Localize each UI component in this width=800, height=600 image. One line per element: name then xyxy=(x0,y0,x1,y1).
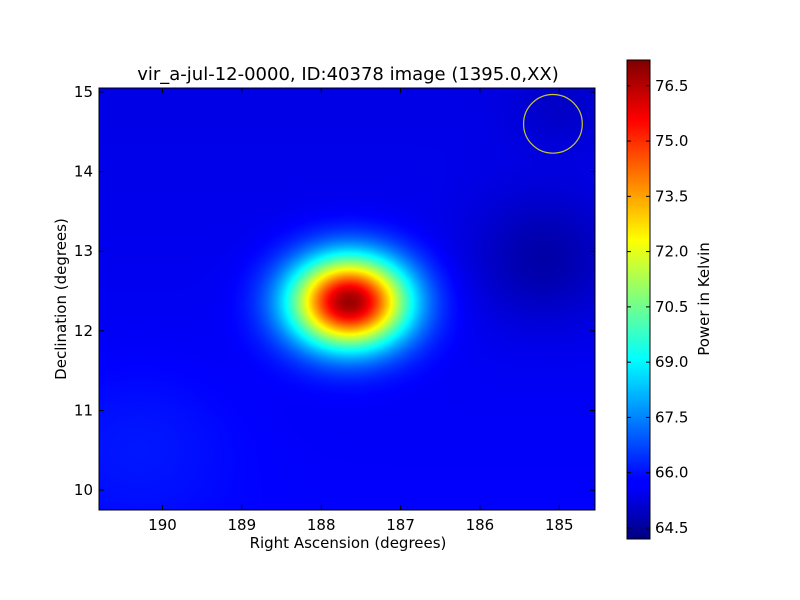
x-tick-label: 189 xyxy=(228,516,257,534)
colorbar-gradient xyxy=(627,60,650,539)
x-tick-label: 190 xyxy=(148,516,177,534)
colorbar-tick-label: 64.5 xyxy=(655,519,688,537)
x-axis: 190 189 188 187 186 185 xyxy=(148,88,574,534)
colorbar-label: Power in Kelvin xyxy=(695,242,713,356)
heatmap-image xyxy=(99,88,595,510)
y-tick-label: 11 xyxy=(74,401,93,419)
colorbar: 64.5 66.0 67.5 69.0 70.5 72.0 73.5 75.0 76.5 Pow… xyxy=(626,59,713,540)
colorbar-tick-label: 66.0 xyxy=(655,464,688,482)
y-tick-label: 13 xyxy=(74,242,93,260)
x-tick-label: 186 xyxy=(466,516,495,534)
y-tick-label: 15 xyxy=(74,83,93,101)
plot-area xyxy=(98,87,596,511)
colorbar-tick-label: 75.0 xyxy=(655,132,688,150)
colorbar-frame xyxy=(626,59,651,540)
y-axis: 10 11 12 13 14 15 xyxy=(74,83,595,499)
plot-frame xyxy=(98,87,596,511)
y-tick-label: 12 xyxy=(74,322,93,340)
chart-title: vir_a-jul-12-0000, ID:40378 image (1395.… xyxy=(137,64,559,85)
x-tick-label: 185 xyxy=(545,516,574,534)
y-tick-label: 14 xyxy=(74,163,93,181)
heatmap-canvas-holder xyxy=(99,88,595,510)
colorbar-tick-label: 73.5 xyxy=(655,187,688,205)
x-tick-label: 188 xyxy=(307,516,336,534)
y-axis-label: Declination (degrees) xyxy=(52,218,70,380)
colorbar-tick-label: 72.0 xyxy=(655,243,688,261)
y-tick-label: 10 xyxy=(74,481,93,499)
colorbar-tick-label: 70.5 xyxy=(655,298,688,316)
x-axis-label: Right Ascension (degrees) xyxy=(250,534,447,552)
colorbar-tick-label: 76.5 xyxy=(655,77,688,95)
x-tick-label: 187 xyxy=(386,516,415,534)
colorbar-tick-label: 67.5 xyxy=(655,408,688,426)
beam-circle xyxy=(522,93,583,154)
colorbar-tick-label: 69.0 xyxy=(655,353,688,371)
